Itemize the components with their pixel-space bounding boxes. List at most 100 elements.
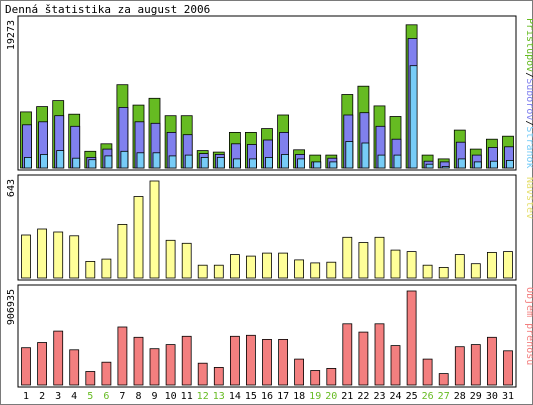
bar-stránok-day-23 — [377, 154, 386, 169]
bar-objem-prenosu-day-20 — [326, 367, 337, 386]
visits-panel-legend: Návštev — [524, 177, 533, 219]
x-tick-label-day-29: 29 — [470, 391, 482, 402]
bar-stránok-day-3 — [56, 150, 65, 169]
bar-objem-prenosu-day-29 — [470, 344, 481, 386]
bar-návštev-day-28 — [454, 254, 465, 279]
x-tick-label-day-19: 19 — [309, 391, 321, 402]
legend-entry: Stránok — [524, 126, 533, 168]
bar-stránok-day-9 — [152, 152, 161, 169]
bar-objem-prenosu-day-12 — [197, 362, 208, 386]
bar-objem-prenosu-day-15 — [245, 334, 256, 386]
hits-files-pages-panel-max-label: 19273 — [6, 20, 17, 50]
bar-návštev-day-1 — [21, 234, 31, 279]
bar-objem-prenosu-day-28 — [454, 346, 465, 386]
bar-stránok-day-18 — [297, 158, 306, 169]
x-tick-label-day-7: 7 — [119, 391, 125, 402]
x-tick-label-day-13: 13 — [213, 391, 225, 402]
bar-stránok-day-30 — [489, 160, 498, 169]
bar-návštev-day-31 — [503, 251, 513, 279]
bar-objem-prenosu-day-1 — [21, 347, 31, 386]
x-tick-label-day-9: 9 — [151, 391, 157, 402]
bar-návštev-day-18 — [294, 259, 305, 279]
bar-stránok-day-14 — [232, 158, 241, 169]
bar-stránok-day-16 — [265, 156, 273, 169]
bar-objem-prenosu-day-14 — [229, 335, 240, 386]
bar-stránok-day-29 — [473, 161, 482, 169]
bar-objem-prenosu-day-3 — [53, 330, 64, 386]
hits-files-pages-panel-legend: Prístupov/Súborov/Stránok — [524, 18, 533, 169]
x-tick-label-day-1: 1 — [23, 391, 29, 402]
x-tick-label-day-4: 4 — [71, 391, 77, 402]
bar-stránok-day-2 — [40, 153, 48, 169]
x-tick-label-day-5: 5 — [87, 391, 93, 402]
bar-stránok-day-10 — [168, 155, 177, 169]
x-tick-label-day-17: 17 — [277, 391, 289, 402]
bar-objem-prenosu-day-22 — [358, 331, 369, 386]
x-tick-label-day-31: 31 — [502, 391, 514, 402]
x-tick-label-day-30: 30 — [486, 391, 498, 402]
bar-návštev-day-13 — [213, 264, 224, 279]
bar-objem-prenosu-day-31 — [503, 350, 513, 386]
x-tick-label-day-3: 3 — [55, 391, 61, 402]
bar-návštev-day-2 — [37, 228, 47, 279]
bar-objem-prenosu-day-6 — [101, 361, 112, 386]
bar-objem-prenosu-day-9 — [149, 348, 160, 386]
bar-stránok-day-21 — [345, 141, 354, 169]
bar-stránok-day-17 — [281, 153, 290, 169]
bar-návštev-day-17 — [278, 252, 289, 279]
bar-stránok-day-13 — [216, 156, 225, 169]
bar-objem-prenosu-day-10 — [165, 344, 176, 386]
bar-návštev-day-9 — [149, 180, 160, 279]
bar-stránok-day-5 — [88, 159, 97, 169]
legend-entry: Prístupov — [524, 18, 533, 72]
legend-entry: Návštev — [524, 177, 533, 219]
bar-objem-prenosu-day-30 — [486, 336, 497, 386]
bar-návštev-day-25 — [406, 251, 417, 279]
bar-návštev-day-26 — [422, 264, 433, 279]
bar-návštev-day-21 — [342, 236, 353, 279]
x-tick-label-day-6: 6 — [103, 391, 109, 402]
x-tick-label-day-28: 28 — [454, 391, 466, 402]
x-tick-label-day-16: 16 — [261, 391, 273, 402]
bar-objem-prenosu-day-25 — [406, 290, 417, 386]
transfer-panel-legend: Objem prenosu — [524, 287, 533, 365]
bar-stránok-day-28 — [457, 158, 466, 169]
x-tick-label-day-23: 23 — [373, 391, 385, 402]
bar-stránok-day-31 — [506, 159, 514, 169]
bar-objem-prenosu-day-5 — [85, 371, 96, 386]
bar-objem-prenosu-day-27 — [438, 373, 449, 386]
bar-objem-prenosu-day-17 — [278, 338, 289, 386]
bar-objem-prenosu-day-2 — [37, 342, 47, 386]
chart-title: Denná štatistika za august 2006 — [5, 3, 211, 16]
bar-návštev-day-5 — [85, 260, 96, 279]
x-tick-label-day-21: 21 — [341, 391, 353, 402]
bar-stránok-day-8 — [136, 152, 145, 169]
bar-stránok-day-12 — [200, 156, 209, 169]
bar-návštev-day-10 — [165, 239, 176, 279]
bar-stránok-day-4 — [72, 157, 81, 169]
x-tick-label-day-20: 20 — [325, 391, 337, 402]
bar-návštev-day-8 — [133, 196, 144, 279]
bar-objem-prenosu-day-18 — [294, 358, 305, 386]
bar-návštev-day-15 — [245, 255, 256, 279]
bar-návštev-day-29 — [470, 263, 481, 279]
transfer-panel-max-label: 906935 — [6, 289, 17, 325]
x-tick-label-day-2: 2 — [39, 391, 45, 402]
bar-stránok-day-20 — [329, 161, 338, 169]
x-tick-label-day-11: 11 — [181, 391, 193, 402]
bar-stránok-day-15 — [248, 158, 257, 169]
bar-stránok-day-7 — [120, 150, 129, 169]
bar-návštev-day-6 — [101, 258, 112, 279]
x-tick-label-day-8: 8 — [135, 391, 141, 402]
bar-objem-prenosu-day-19 — [310, 370, 321, 386]
legend-entry: / — [524, 120, 533, 126]
bar-objem-prenosu-day-26 — [422, 358, 433, 386]
x-tick-label-day-27: 27 — [438, 391, 450, 402]
bar-návštev-day-7 — [117, 223, 128, 279]
bar-stránok-day-27 — [441, 166, 450, 169]
bar-návštev-day-23 — [374, 236, 385, 279]
bar-stránok-day-22 — [361, 142, 370, 169]
x-tick-label-day-14: 14 — [229, 391, 241, 402]
legend-entry: Súborov — [524, 78, 533, 120]
x-tick-label-day-24: 24 — [389, 391, 401, 402]
